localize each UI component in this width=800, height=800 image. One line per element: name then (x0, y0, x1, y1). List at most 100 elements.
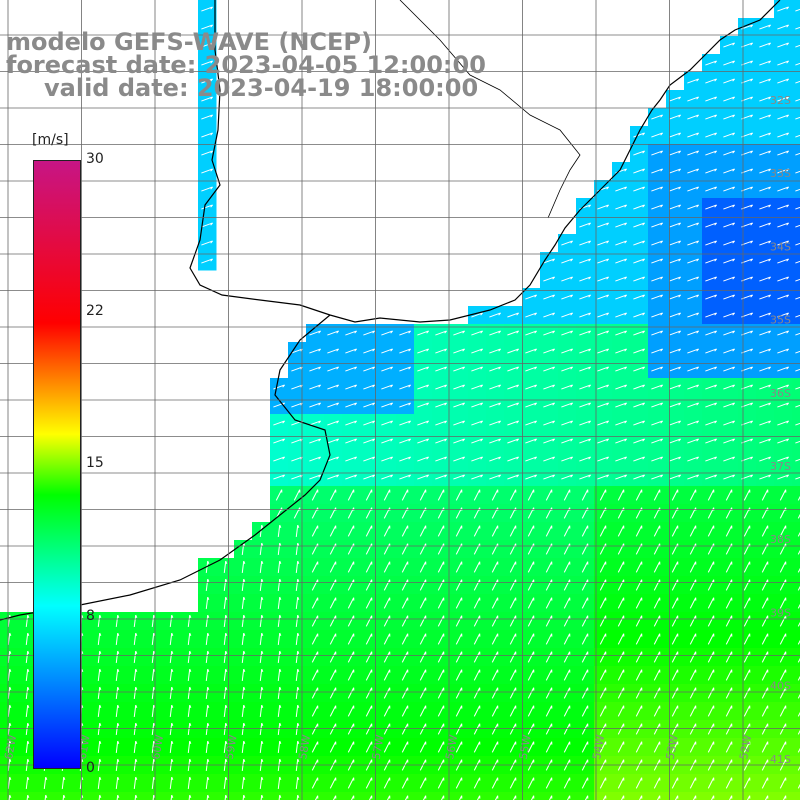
speed-cell (792, 630, 800, 649)
wind-arrow (453, 366, 466, 372)
wind-arrow (633, 132, 646, 138)
speed-cell (792, 360, 800, 379)
wind-arrow (507, 456, 520, 462)
wind-arrow (707, 489, 715, 501)
speed-cell (792, 576, 800, 595)
wind-arrow (705, 366, 718, 372)
wind-arrow (635, 615, 643, 627)
wind-arrow (777, 330, 790, 336)
wind-arrow (295, 740, 300, 754)
wind-arrow (707, 777, 715, 789)
wind-arrow (561, 348, 574, 354)
wind-arrow (797, 693, 800, 699)
wind-arrow (404, 795, 409, 800)
lat-label: 39S (770, 606, 791, 619)
wind-arrow (273, 474, 286, 480)
wind-arrow (669, 186, 682, 192)
wind-arrow (797, 549, 800, 555)
wind-arrow (633, 240, 646, 246)
wind-arrow (779, 777, 787, 789)
wind-arrow (419, 723, 427, 735)
wind-arrow (224, 794, 228, 800)
wind-arrow (295, 524, 300, 538)
wind-arrow (581, 723, 589, 735)
wind-arrow (797, 603, 800, 609)
wind-arrow (795, 116, 800, 120)
wind-arrow (689, 723, 697, 735)
wind-arrow (169, 614, 174, 628)
wind-arrow (169, 668, 174, 682)
speed-cell (792, 720, 800, 739)
wind-arrow (259, 650, 264, 664)
wind-arrow (512, 795, 517, 800)
wind-arrow (7, 704, 12, 718)
wind-arrow (779, 705, 787, 717)
wind-arrow (651, 384, 664, 390)
wind-arrow (795, 152, 800, 156)
valid-date: valid date: 2023-04-19 18:00:00 (44, 74, 479, 102)
wind-arrow (653, 525, 661, 537)
wind-arrow (669, 456, 682, 462)
wind-arrow (365, 489, 373, 501)
wind-arrow (671, 561, 679, 573)
wind-arrow (309, 348, 322, 354)
wind-arrow (561, 384, 574, 390)
wind-arrow (777, 96, 790, 102)
wind-arrow (259, 686, 264, 700)
wind-arrow (561, 474, 574, 480)
wind-arrow (723, 312, 736, 318)
wind-arrow (633, 402, 646, 408)
wind-arrow (635, 561, 643, 573)
wind-arrow (435, 348, 448, 354)
wind-arrow (725, 651, 733, 663)
wind-arrow (579, 474, 592, 480)
wind-arrow (133, 668, 138, 682)
wind-arrow (115, 704, 120, 718)
lat-label: 33S (770, 167, 791, 180)
wind-arrow (651, 294, 664, 300)
wind-arrow (687, 402, 700, 408)
speed-cell (792, 468, 800, 487)
lat-label: 40S (770, 680, 791, 693)
speed-cell (792, 432, 800, 451)
wind-arrow (777, 60, 790, 66)
wind-arrow (365, 741, 373, 753)
wind-arrow (563, 633, 571, 645)
wind-arrow (205, 578, 210, 592)
speed-cell (792, 702, 800, 721)
wind-arrow (777, 186, 790, 192)
wind-arrow (669, 240, 682, 246)
lat-label: 37S (770, 460, 791, 473)
wind-arrow (689, 705, 697, 717)
wind-arrow (509, 705, 517, 717)
wind-arrow (705, 474, 718, 480)
wind-arrow (455, 561, 463, 573)
wind-arrow (561, 456, 574, 462)
wind-arrow (259, 704, 264, 718)
wind-arrow (779, 723, 787, 735)
wind-arrow (295, 614, 300, 628)
wind-arrow (201, 204, 214, 210)
wind-arrow (797, 729, 800, 735)
wind-arrow (723, 132, 736, 138)
speed-cell (792, 108, 800, 127)
wind-arrow (561, 402, 574, 408)
wind-arrow (491, 687, 499, 699)
wind-arrow (509, 597, 517, 609)
wind-arrow (491, 777, 499, 789)
wind-arrow (707, 669, 715, 681)
speed-cell (792, 288, 800, 307)
wind-arrow (241, 560, 246, 574)
wind-arrow (525, 402, 538, 408)
wind-arrow (635, 597, 643, 609)
wind-arrow (579, 240, 592, 246)
wind-arrow (759, 78, 772, 84)
wind-arrow (295, 668, 300, 682)
wind-arrow (669, 168, 682, 174)
wind-arrow (599, 741, 607, 753)
wind-arrow (597, 456, 610, 462)
speed-cell (792, 450, 800, 469)
wind-arrow (710, 795, 715, 800)
wind-arrow (383, 741, 391, 753)
forecast-date: forecast date: 2023-04-05 12:00:00 (6, 51, 486, 79)
